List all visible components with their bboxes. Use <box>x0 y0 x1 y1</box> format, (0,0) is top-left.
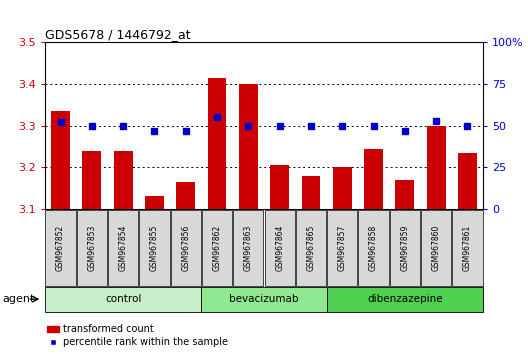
Bar <box>301 176 320 209</box>
Text: GDS5678 / 1446792_at: GDS5678 / 1446792_at <box>45 28 191 41</box>
Text: GSM967855: GSM967855 <box>150 224 159 271</box>
Text: GSM967860: GSM967860 <box>432 224 441 271</box>
Text: dibenzazepine: dibenzazepine <box>367 294 442 304</box>
Bar <box>427 126 446 209</box>
Text: GSM967858: GSM967858 <box>369 225 378 271</box>
Text: agent: agent <box>3 294 35 304</box>
Bar <box>239 84 258 209</box>
Text: bevacizumab: bevacizumab <box>229 294 299 304</box>
Bar <box>364 149 383 209</box>
Text: GSM967856: GSM967856 <box>181 224 190 271</box>
Text: GSM967864: GSM967864 <box>275 224 284 271</box>
Text: GSM967862: GSM967862 <box>213 225 222 271</box>
Text: control: control <box>105 294 142 304</box>
Text: GSM967854: GSM967854 <box>119 224 128 271</box>
Text: GSM967852: GSM967852 <box>56 225 65 271</box>
Text: GSM967853: GSM967853 <box>87 224 96 271</box>
Text: GSM967865: GSM967865 <box>306 224 315 271</box>
Bar <box>458 153 477 209</box>
Bar <box>114 150 133 209</box>
Text: GSM967863: GSM967863 <box>244 224 253 271</box>
Text: GSM967859: GSM967859 <box>400 224 409 271</box>
Bar <box>395 180 414 209</box>
Bar <box>208 78 227 209</box>
Legend: transformed count, percentile rank within the sample: transformed count, percentile rank withi… <box>47 325 228 347</box>
Bar <box>145 196 164 209</box>
Text: GSM967857: GSM967857 <box>338 224 347 271</box>
Bar <box>333 167 352 209</box>
Bar <box>82 150 101 209</box>
Bar <box>270 165 289 209</box>
Bar <box>176 182 195 209</box>
Text: GSM967861: GSM967861 <box>463 225 472 271</box>
Bar <box>51 111 70 209</box>
